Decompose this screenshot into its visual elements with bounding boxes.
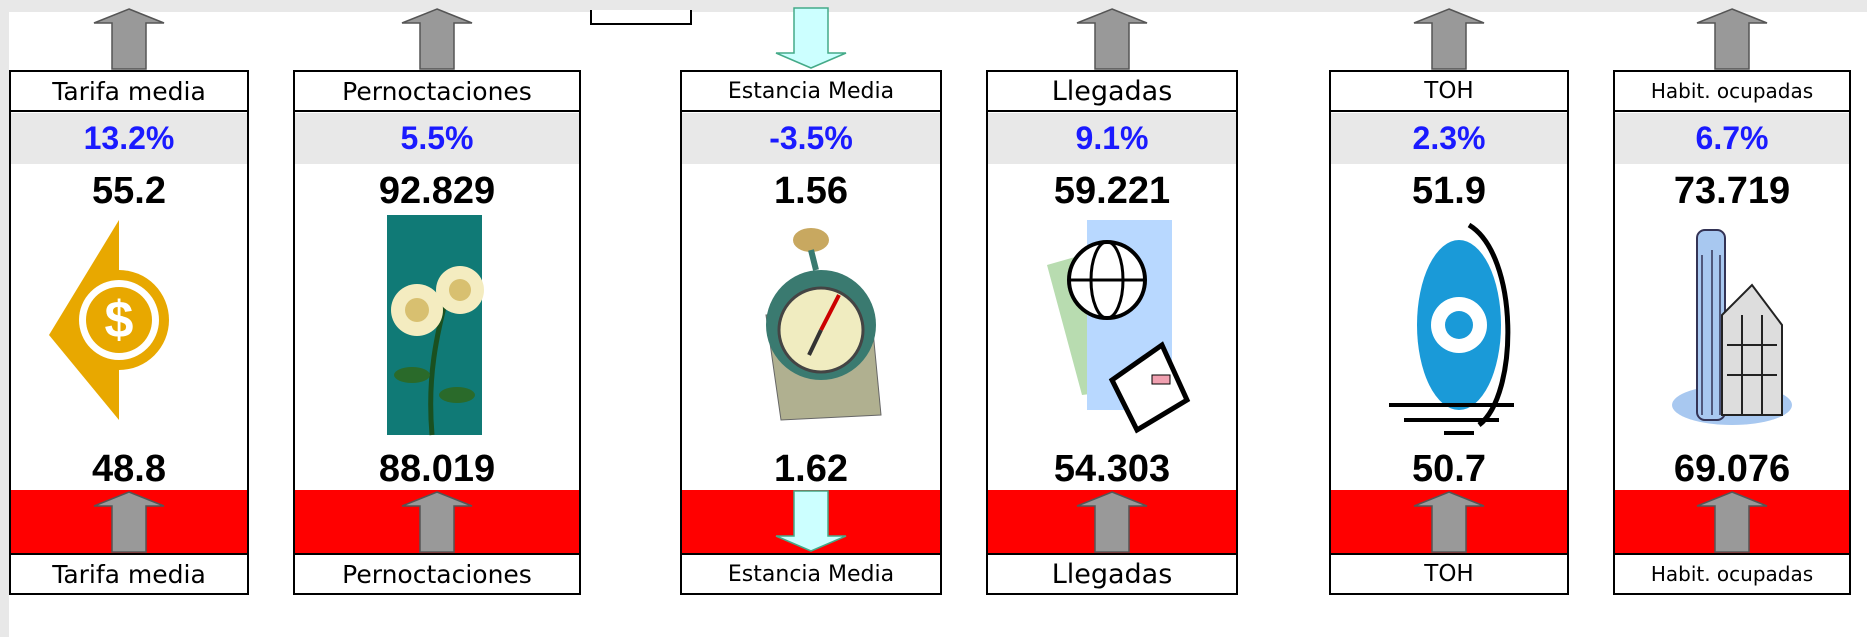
bottom-label: Pernoctaciones: [293, 553, 581, 595]
top-label: Estancia Media: [680, 70, 942, 112]
kpi-card: -3.5% 1.56 1.62 Estancia Media Estancia Medi…: [680, 0, 942, 637]
up-arrow: [401, 8, 473, 70]
change-percent: 6.7%: [1615, 113, 1849, 164]
up-arrow: [401, 491, 473, 553]
svg-text:$: $: [105, 291, 134, 349]
kpi-card: 6.7% 73.719 69.076 Habit. ocupadas Habit. oc…: [1613, 0, 1851, 637]
card-body: 9.1% 59.221 54.303: [986, 110, 1238, 555]
red-band: [988, 490, 1236, 553]
previous-value: 48.8: [92, 448, 166, 490]
red-band: [1331, 490, 1567, 553]
change-percent: 2.3%: [1331, 113, 1567, 164]
up-arrow: [93, 8, 165, 70]
change-percent: 5.5%: [295, 113, 579, 164]
icon: [1672, 229, 1792, 425]
change-percent: 9.1%: [988, 113, 1236, 164]
icon: [387, 215, 484, 436]
icon: $: [49, 220, 169, 420]
current-value: 92.829: [378, 170, 496, 212]
up-arrow: [1696, 491, 1768, 553]
top-label: Pernoctaciones: [293, 70, 581, 112]
current-value: 1.56: [774, 170, 848, 212]
top-label: TOH: [1329, 70, 1569, 112]
top-label: Llegadas: [986, 70, 1238, 112]
bottom-label: Tarifa media: [9, 553, 249, 595]
previous-value: 1.62: [774, 448, 848, 490]
top-label: Tarifa media: [9, 70, 249, 112]
up-arrow: [1413, 491, 1485, 553]
up-arrow: [1413, 8, 1485, 70]
kpi-card: 2.3% 51.9 50.7 TOH TOH: [1329, 0, 1569, 637]
change-percent: 13.2%: [11, 113, 247, 164]
top-label: Habit. ocupadas: [1613, 70, 1851, 112]
bottom-label: TOH: [1329, 553, 1569, 595]
current-value: 73.719: [1673, 170, 1791, 212]
card-body: 5.5% 92.829 88.019: [293, 110, 581, 555]
card-body: 6.7% 73.719 69.076: [1613, 110, 1851, 555]
up-arrow: [93, 491, 165, 553]
red-band: [1615, 490, 1849, 553]
previous-value: 54.303: [1053, 448, 1171, 490]
up-arrow: [1076, 491, 1148, 553]
bottom-label: Llegadas: [986, 553, 1238, 595]
card-body: 13.2% 55.2 $48.8: [9, 110, 249, 555]
kpi-card: 9.1% 59.221 54.303 Llegadas Llegadas: [986, 0, 1238, 637]
kpi-card: 13.2% 55.2 $48.8 Tarifa media Tarifa media: [9, 0, 249, 637]
tab-box: [590, 10, 692, 25]
up-arrow: [1696, 8, 1768, 70]
kpi-card: 5.5% 92.829 88.019 Pernoctaciones Pernoctaci…: [293, 0, 581, 637]
icon: [765, 228, 882, 421]
icon: [1389, 222, 1514, 435]
up-arrow: [1076, 8, 1148, 70]
card-body: -3.5% 1.56 1.62: [680, 110, 942, 555]
bottom-label: Estancia Media: [680, 553, 942, 595]
current-value: 55.2: [92, 170, 166, 212]
change-percent: -3.5%: [682, 113, 940, 164]
bottom-label: Habit. ocupadas: [1613, 553, 1851, 595]
down-arrow: [775, 490, 847, 552]
current-value: 59.221: [1053, 170, 1171, 212]
red-band: [682, 490, 940, 553]
current-value: 51.9: [1412, 170, 1486, 212]
red-band: [11, 490, 247, 553]
down-arrow: [775, 7, 847, 69]
previous-value: 69.076: [1673, 448, 1791, 490]
icon: [1047, 220, 1191, 434]
red-band: [295, 490, 579, 553]
card-body: 2.3% 51.9 50.7: [1329, 110, 1569, 555]
previous-value: 50.7: [1412, 448, 1486, 490]
previous-value: 88.019: [378, 448, 496, 490]
